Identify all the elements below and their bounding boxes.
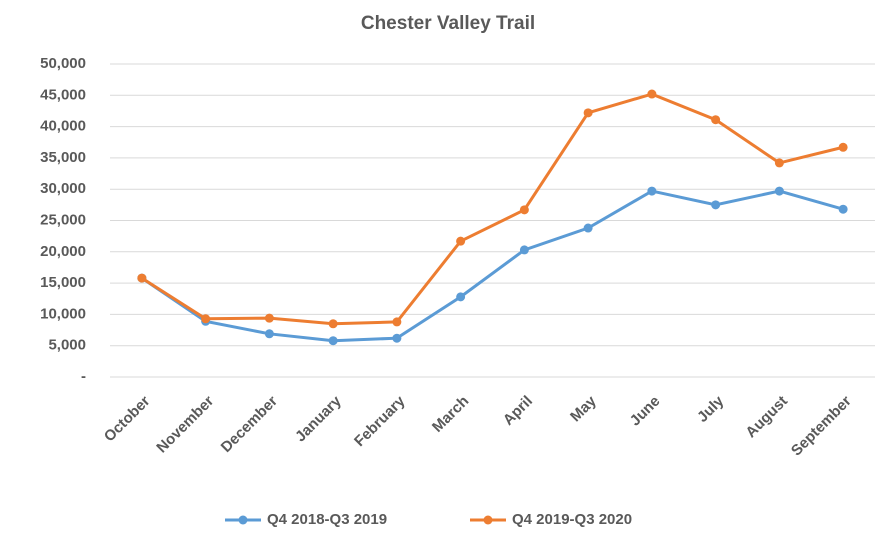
x-tick-label: February (351, 392, 409, 450)
y-tick-label: - (81, 368, 86, 385)
data-point (264, 329, 274, 339)
data-point (392, 317, 402, 327)
data-point (838, 142, 848, 152)
y-tick-label: 30,000 (40, 180, 86, 197)
data-point (264, 313, 274, 323)
data-point (774, 186, 784, 196)
series-line (141, 92, 844, 326)
data-point (201, 314, 211, 324)
y-tick-label: 5,000 (48, 337, 86, 354)
x-tick-label: January (292, 392, 345, 445)
y-tick-label: 40,000 (40, 118, 86, 135)
x-tick-label: October (101, 393, 154, 446)
legend-label: Q4 2019-Q3 2020 (512, 511, 632, 528)
y-tick-label: 20,000 (40, 243, 86, 260)
y-tick-label: 45,000 (40, 86, 86, 103)
x-tick-label: March (429, 393, 472, 436)
data-point (519, 245, 529, 255)
series-line (141, 189, 844, 343)
data-point (647, 89, 657, 99)
y-tick-label: 35,000 (40, 149, 86, 166)
data-point (647, 186, 657, 196)
x-tick-label: November (153, 392, 217, 456)
data-point (392, 333, 402, 343)
y-tick-label: 15,000 (40, 274, 86, 291)
chart-title: Chester Valley Trail (361, 13, 535, 34)
x-tick-label: August (742, 393, 791, 442)
data-point (328, 336, 338, 346)
data-point (838, 204, 848, 214)
legend-swatch-marker (483, 515, 493, 525)
data-point (456, 236, 466, 246)
y-tick-label: 25,000 (40, 211, 86, 228)
data-point (519, 205, 529, 215)
x-tick-label: September (788, 393, 855, 460)
data-point (774, 158, 784, 168)
data-point (711, 200, 721, 210)
legend-label: Q4 2018-Q3 2019 (267, 511, 387, 528)
x-tick-label: May (567, 392, 600, 425)
data-point (583, 223, 593, 233)
y-tick-label: 10,000 (40, 305, 86, 322)
data-point (711, 115, 721, 125)
data-point (328, 319, 338, 329)
data-point (583, 108, 593, 118)
legend-swatch-marker (238, 515, 248, 525)
y-tick-label: 50,000 (40, 55, 86, 72)
x-tick-label: December (218, 393, 281, 456)
x-tick-label: June (627, 393, 664, 430)
x-tick-label: April (500, 393, 536, 429)
data-point (137, 273, 147, 283)
x-tick-label: July (694, 392, 728, 426)
data-point (456, 292, 466, 302)
